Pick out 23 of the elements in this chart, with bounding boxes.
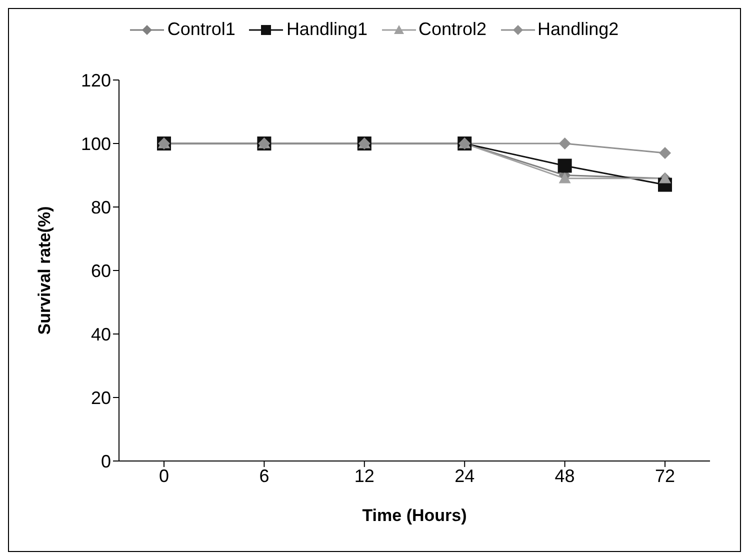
- y-tick-label: 0: [100, 451, 111, 472]
- x-tick-label: 24: [454, 466, 475, 486]
- y-tick-label: 80: [90, 197, 111, 218]
- y-axis-title: Survival rate(%): [35, 206, 54, 335]
- point: [558, 158, 572, 173]
- y-tick-label: 120: [80, 70, 111, 90]
- x-tick-label: 12: [354, 466, 374, 486]
- y-tick-label: 20: [90, 388, 111, 408]
- legend-label: Control2: [418, 19, 487, 40]
- x-tick-label: 72: [654, 466, 676, 486]
- legend-label: Handling2: [536, 19, 619, 40]
- point: [558, 172, 571, 184]
- y-tick-label: 60: [90, 260, 111, 281]
- point: [659, 147, 671, 160]
- y-tick-label: 100: [80, 134, 111, 154]
- legend-label: Handling1: [285, 19, 368, 40]
- x-tick-label: 48: [554, 466, 575, 486]
- y-tick-label: 40: [90, 324, 111, 344]
- x-tick-label: 0: [158, 466, 170, 486]
- x-tick-label: 6: [259, 466, 270, 486]
- point: [558, 138, 571, 150]
- x-axis-title: Time (Hours): [362, 506, 467, 525]
- legend-label: Control1: [166, 19, 236, 40]
